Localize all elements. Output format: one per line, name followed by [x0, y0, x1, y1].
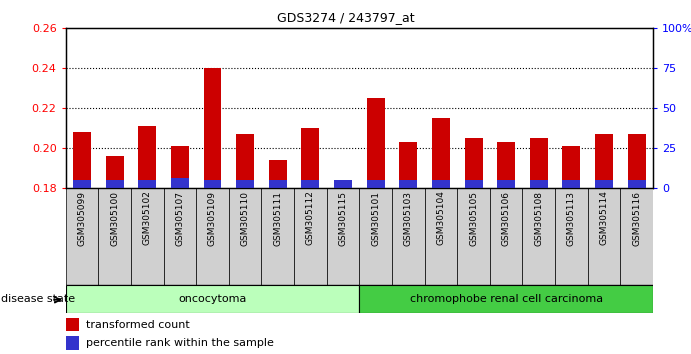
Bar [294, 188, 327, 285]
Bar [562, 180, 580, 188]
Text: GSM305113: GSM305113 [567, 190, 576, 246]
Bar [522, 188, 555, 285]
Bar [236, 180, 254, 188]
Text: GSM305108: GSM305108 [534, 190, 543, 246]
Bar [621, 188, 653, 285]
Bar [204, 68, 221, 188]
Bar [498, 180, 515, 188]
Bar [164, 188, 196, 285]
Bar [588, 188, 621, 285]
Bar [367, 98, 385, 188]
Text: GSM305099: GSM305099 [77, 190, 86, 246]
Text: GSM305111: GSM305111 [273, 190, 282, 246]
Text: GSM305116: GSM305116 [632, 190, 641, 246]
Bar [530, 138, 548, 188]
Text: GSM305103: GSM305103 [404, 190, 413, 246]
Text: GSM305105: GSM305105 [469, 190, 478, 246]
Bar [204, 180, 221, 188]
Bar [562, 146, 580, 188]
Bar [457, 188, 490, 285]
Bar [490, 188, 522, 285]
Text: GSM305114: GSM305114 [600, 190, 609, 245]
Bar [229, 188, 261, 285]
Bar [171, 178, 189, 188]
Bar [464, 180, 482, 188]
Bar [66, 285, 359, 313]
Bar [392, 188, 424, 285]
Text: GSM305107: GSM305107 [176, 190, 184, 246]
Bar [498, 142, 515, 188]
Bar [432, 118, 450, 188]
Text: oncocytoma: oncocytoma [178, 294, 247, 304]
Bar [66, 318, 79, 331]
Bar [399, 180, 417, 188]
Bar [555, 188, 588, 285]
Text: GSM305110: GSM305110 [240, 190, 249, 246]
Bar [66, 336, 79, 350]
Bar [530, 180, 548, 188]
Bar [171, 146, 189, 188]
Text: GDS3274 / 243797_at: GDS3274 / 243797_at [276, 11, 415, 24]
Text: GSM305100: GSM305100 [110, 190, 119, 246]
Bar [106, 180, 124, 188]
Bar [106, 156, 124, 188]
Bar [301, 180, 319, 188]
Bar [432, 180, 450, 188]
Text: GSM305115: GSM305115 [339, 190, 348, 246]
Text: percentile rank within the sample: percentile rank within the sample [86, 338, 274, 348]
Bar [327, 188, 359, 285]
Text: disease state: disease state [1, 294, 75, 304]
Bar [627, 134, 645, 188]
Text: GSM305101: GSM305101 [371, 190, 380, 246]
Bar [73, 180, 91, 188]
Bar [334, 184, 352, 188]
Bar [595, 180, 613, 188]
Bar [367, 180, 385, 188]
Text: GSM305106: GSM305106 [502, 190, 511, 246]
Bar [464, 138, 482, 188]
Text: transformed count: transformed count [86, 320, 190, 330]
Bar [98, 188, 131, 285]
Bar [138, 180, 156, 188]
Bar [261, 188, 294, 285]
Bar [627, 180, 645, 188]
Text: GSM305102: GSM305102 [143, 190, 152, 245]
Bar [424, 188, 457, 285]
Bar [269, 160, 287, 188]
Text: GSM305109: GSM305109 [208, 190, 217, 246]
Text: GSM305112: GSM305112 [306, 190, 315, 245]
Bar [66, 188, 98, 285]
Text: chromophobe renal cell carcinoma: chromophobe renal cell carcinoma [410, 294, 603, 304]
Bar [236, 134, 254, 188]
Bar [138, 126, 156, 188]
Bar [359, 285, 653, 313]
Text: GSM305104: GSM305104 [437, 190, 446, 245]
Bar [359, 188, 392, 285]
Bar [301, 128, 319, 188]
Bar [269, 180, 287, 188]
Bar [196, 188, 229, 285]
Bar [73, 132, 91, 188]
Bar [334, 180, 352, 188]
Bar [399, 142, 417, 188]
Bar [131, 188, 164, 285]
Bar [595, 134, 613, 188]
